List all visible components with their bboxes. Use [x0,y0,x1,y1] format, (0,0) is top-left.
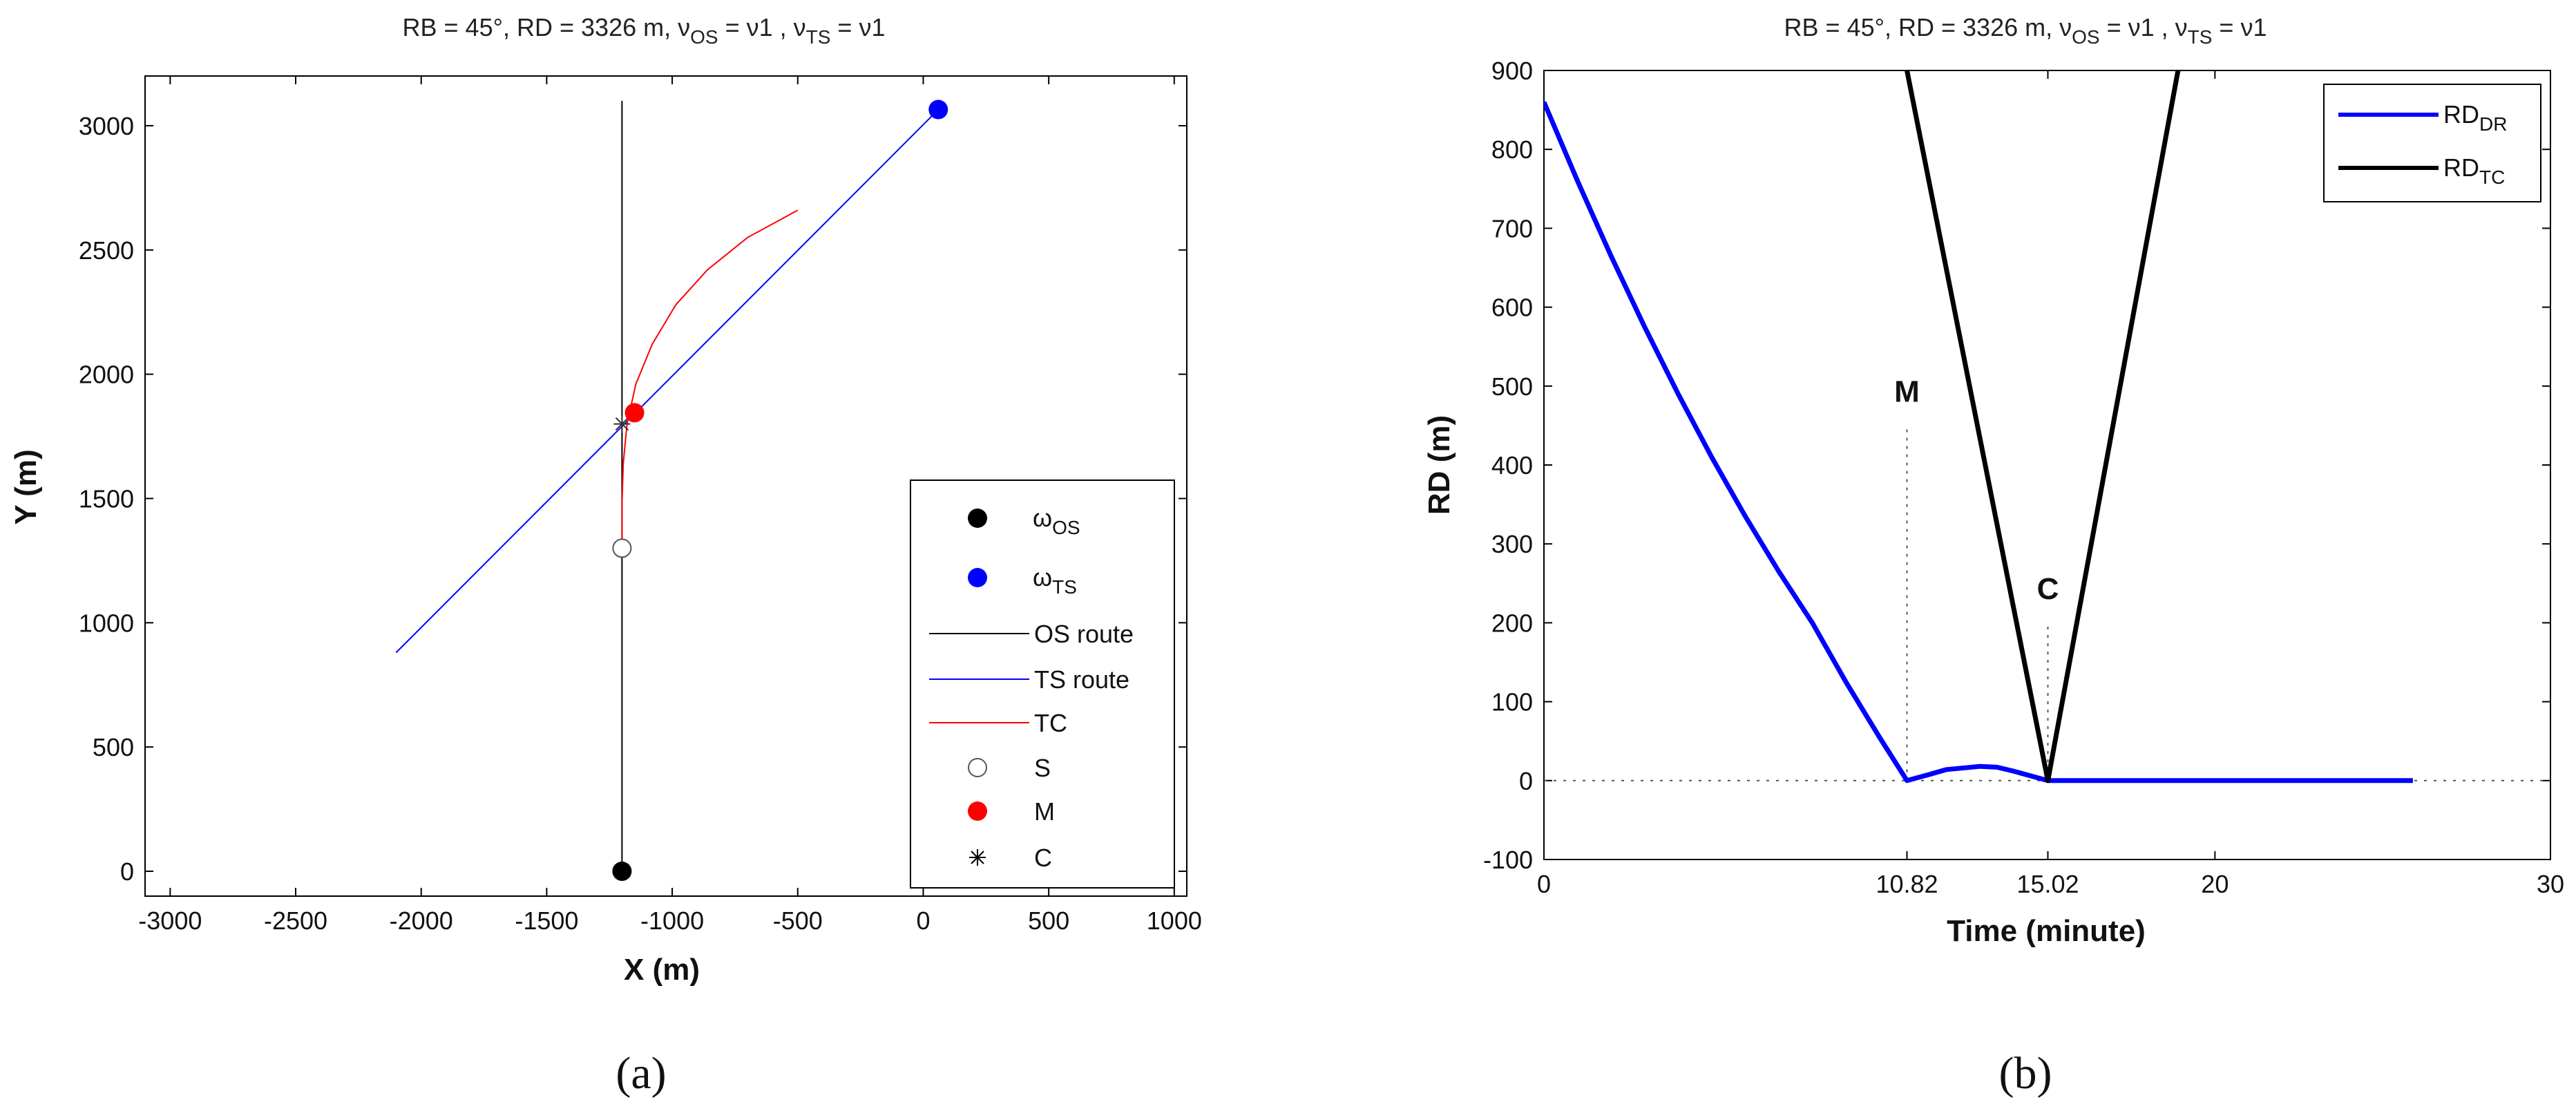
legend-omega-os: ωOS [1033,504,1080,538]
panel-b-y-ticks: -100 0 100 200 300 400 500 600 700 800 900 [1483,57,2550,874]
a-y-tick-label: 2000 [79,361,134,389]
panel-a-y-label: Y (m) [9,449,43,524]
b-y-tick-label: 600 [1491,294,1533,322]
legend-ts-dot-icon [968,568,987,587]
legend-os-dot-icon [968,509,987,528]
legend-c: C [1034,844,1052,872]
legend-s-hollow-icon [968,758,987,777]
legend-rd-dr: RDDR [2443,100,2507,135]
marker-os-start [612,862,632,882]
a-x-tick-label: -2000 [390,906,453,935]
a-x-tick-label: -3000 [138,906,202,935]
a-series-ts-route [395,108,939,654]
b-y-tick-label: 400 [1491,451,1533,479]
a-x-tick-label: 1000 [1147,906,1202,935]
b-y-tick-label: 700 [1491,214,1533,243]
panel-a-series [395,101,939,871]
a-x-tick-label: -500 [773,906,823,935]
legend-os-route: OS route [1034,620,1134,648]
a-y-tick-label: 3000 [79,112,134,140]
legend-omega-ts: ωTS [1033,563,1077,598]
panel-a-title: RB = 45°, RD = 3326 m, νOS = ν1 , νTS = … [403,13,886,48]
marker-m [624,403,645,423]
panel-a-caption: (a) [616,1048,666,1099]
b-x-tick-label: 30 [2537,870,2564,898]
legend-ts-route: TS route [1034,665,1129,694]
a-series-tc [621,209,799,549]
b-y-tick-label: 200 [1491,609,1533,637]
b-x-tick-label: 15.02 [2016,870,2079,898]
legend-tc: TC [1034,709,1067,737]
b-x-tick-label: 10.82 [1876,870,1938,898]
panel-a-y-ticks: 0 500 1000 1500 2000 2500 3000 [79,112,1187,886]
panel-b-legend-box [2323,84,2541,202]
b-annotation-c: C [2037,572,2059,606]
b-y-tick-label: 900 [1491,57,1533,85]
legend-m-dot-icon [968,801,987,821]
panel-a-x-label: X (m) [624,953,700,987]
panel-a-legend-box [910,479,1175,889]
a-x-tick-label: -1500 [515,906,578,935]
legend-s: S [1034,754,1051,782]
a-y-tick-label: 2500 [79,236,134,265]
legend-m: M [1034,797,1055,826]
b-y-tick-label: 800 [1491,135,1533,164]
a-x-tick-label: 0 [916,906,930,935]
a-y-tick-label: 1500 [79,484,134,513]
b-y-tick-label: 300 [1491,530,1533,558]
b-x-tick-label: 20 [2201,870,2229,898]
legend-rd-tc: RDTC [2443,153,2505,188]
marker-c [613,415,631,433]
b-y-tick-label: -100 [1483,846,1533,874]
b-series-rd-dr [1544,101,2413,784]
a-y-tick-label: 1000 [79,609,134,637]
panel-a-legend: ωOS ωTS OS route TS route TC S M C [910,479,1175,889]
a-x-tick-label: 500 [1028,906,1069,935]
b-y-tick-label: 100 [1491,688,1533,716]
panel-b-x-label: Time (minute) [1947,914,2146,948]
panel-a-markers [612,99,948,882]
panel-b-y-label: RD (m) [1422,415,1456,515]
panel-b-title: RB = 45°, RD = 3326 m, νOS = ν1 , νTS = … [1784,13,2267,48]
panel-b-legend: RDDR RDTC [2323,84,2541,202]
panel-a-chart: RB = 45°, RD = 3326 m, νOS = ν1 , νTS = … [9,13,1202,1099]
legend-c-star-icon [969,849,986,866]
a-x-tick-label: -2500 [264,906,327,935]
b-annotation-m: M [1894,375,1920,409]
panel-a-x-ticks: -3000 -2500 -2000 -1500 -1000 -500 0 500 1000 [138,76,1202,935]
b-series-rd-tc [1905,70,2181,784]
a-y-tick-label: 0 [120,857,134,886]
marker-s [612,538,632,558]
panel-b-x-ticks: 0 10.82 15.02 20 30 [1537,70,2564,898]
a-y-tick-label: 500 [93,733,134,761]
panel-b-series [1544,70,2413,784]
b-y-tick-label: 500 [1491,372,1533,401]
b-x-tick-label: 0 [1537,870,1551,898]
marker-ts-start [928,99,948,120]
b-y-tick-label: 0 [1519,767,1533,795]
a-x-tick-label: -1000 [640,906,704,935]
panel-b-caption: (b) [1999,1048,2052,1099]
panel-b-chart: RB = 45°, RD = 3326 m, νOS = ν1 , νTS = … [1422,13,2564,1099]
